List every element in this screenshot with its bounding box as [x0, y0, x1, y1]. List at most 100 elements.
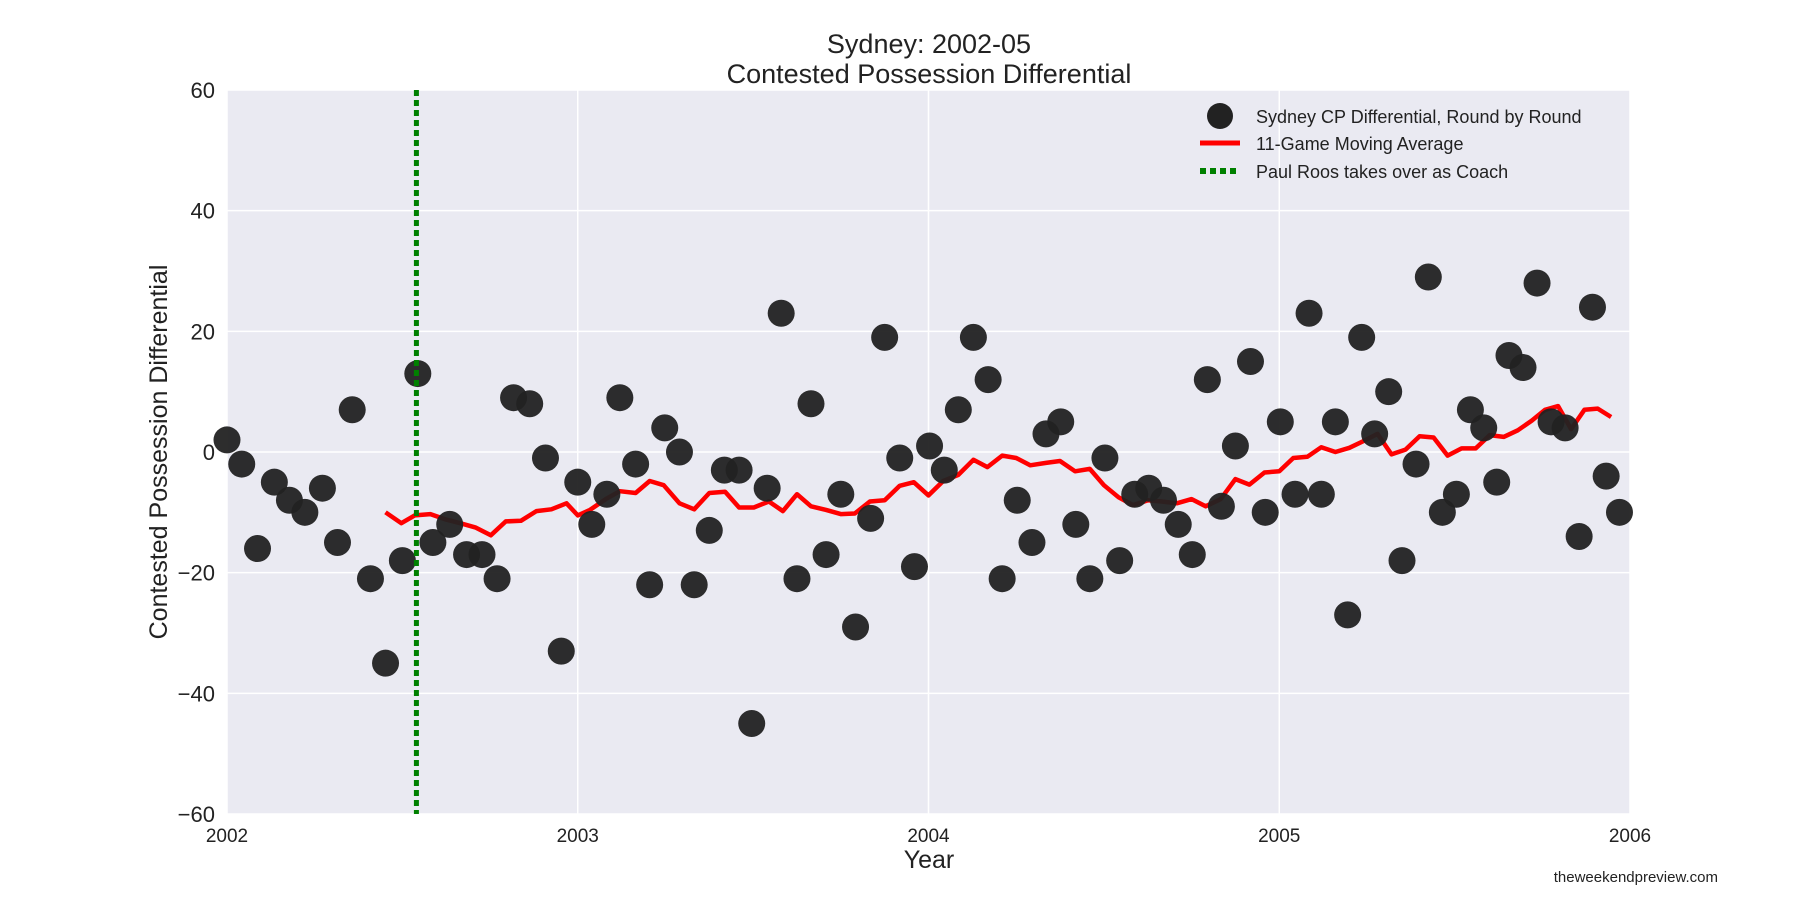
x-tick-label: 2003 — [557, 826, 599, 847]
data-point — [1361, 420, 1389, 448]
moving-average-line — [384, 403, 1613, 538]
x-tick-label: 2002 — [206, 826, 248, 847]
data-point — [606, 384, 634, 412]
data-point — [419, 529, 447, 556]
chart-title-line2: Contested Possession Differential — [727, 59, 1132, 89]
data-point — [1266, 408, 1294, 436]
data-point — [1003, 486, 1031, 514]
data-point — [1091, 444, 1119, 472]
data-point — [665, 438, 693, 466]
data-point — [1047, 408, 1075, 436]
data-point — [213, 426, 241, 454]
moving-average-series — [384, 403, 1613, 538]
data-point — [1551, 414, 1579, 442]
data-point — [651, 414, 679, 442]
data-point — [1414, 263, 1442, 291]
x-ticks: 2002 2003 2004 2005 2006 — [206, 826, 1651, 847]
y-tick-label: 60 — [191, 78, 215, 103]
data-point — [1592, 462, 1620, 490]
data-point — [244, 535, 272, 563]
data-point — [228, 450, 256, 478]
legend-label-scatter: Sydney CP Differential, Round by Round — [1256, 107, 1582, 127]
y-tick-label: 40 — [191, 199, 215, 224]
data-point — [1375, 378, 1403, 406]
data-point — [1348, 323, 1376, 351]
y-axis-label: Contested Possession Differential — [145, 265, 173, 640]
data-point — [1178, 541, 1206, 569]
data-point — [1018, 529, 1046, 556]
data-point — [636, 571, 664, 599]
data-point — [753, 474, 781, 502]
data-point — [695, 516, 723, 544]
data-point — [260, 468, 288, 496]
data-point — [842, 613, 870, 641]
data-point — [827, 480, 855, 508]
data-point — [797, 390, 825, 418]
y-ticks: 60 40 20 0 −20 −40 −60 — [178, 78, 215, 827]
data-point — [1442, 480, 1470, 508]
x-tick-label: 2004 — [907, 826, 950, 847]
data-point — [930, 456, 958, 484]
data-point — [944, 396, 972, 424]
data-point — [1106, 547, 1134, 575]
data-point — [388, 547, 416, 575]
data-point — [871, 323, 899, 351]
data-point — [1164, 510, 1192, 538]
data-point — [1605, 498, 1633, 526]
data-point — [1150, 486, 1178, 514]
data-point — [291, 498, 319, 526]
data-point — [468, 541, 496, 569]
scatter-series — [213, 263, 1633, 737]
data-point — [1523, 269, 1551, 297]
data-point — [812, 541, 840, 569]
data-point — [308, 474, 336, 502]
data-point — [1470, 414, 1498, 442]
data-point — [886, 444, 914, 472]
data-point — [1251, 498, 1279, 526]
data-point — [767, 299, 795, 327]
data-point — [1295, 299, 1323, 327]
data-point — [578, 510, 606, 538]
data-point — [1062, 510, 1090, 538]
data-point — [1221, 432, 1249, 460]
data-point — [1207, 492, 1235, 520]
data-point — [483, 565, 511, 593]
x-tick-label: 2005 — [1258, 826, 1300, 847]
credit-text: theweekendpreview.com — [1554, 869, 1718, 886]
x-tick-label: 2006 — [1609, 826, 1651, 847]
data-point — [988, 565, 1016, 593]
data-point — [1509, 354, 1537, 382]
legend-marker-scatter — [1207, 103, 1233, 129]
data-point — [1321, 408, 1349, 436]
data-point — [959, 323, 987, 351]
data-point — [783, 565, 811, 593]
data-point — [516, 390, 544, 418]
data-point — [593, 480, 621, 508]
legend-label-vline: Paul Roos takes over as Coach — [1256, 162, 1508, 182]
data-point — [738, 710, 766, 737]
data-point — [1483, 468, 1511, 496]
data-point — [857, 504, 885, 532]
y-tick-label: 20 — [191, 319, 215, 344]
data-point — [1334, 601, 1362, 629]
data-point — [916, 432, 944, 460]
data-point — [436, 510, 464, 538]
y-tick-label: 0 — [203, 440, 215, 465]
data-point — [1565, 522, 1593, 550]
y-tick-label: −40 — [178, 681, 215, 706]
data-point — [1281, 480, 1309, 508]
data-point — [1193, 366, 1221, 394]
data-point — [1578, 293, 1606, 321]
data-point — [372, 649, 400, 677]
data-point — [1236, 348, 1264, 375]
data-point — [531, 444, 559, 472]
data-point — [1076, 565, 1104, 593]
data-point — [622, 450, 650, 478]
data-point — [323, 529, 351, 556]
data-point — [1402, 450, 1430, 478]
data-point — [338, 396, 366, 424]
y-tick-label: −20 — [178, 561, 215, 586]
data-point — [900, 553, 928, 581]
data-point — [1388, 547, 1416, 575]
